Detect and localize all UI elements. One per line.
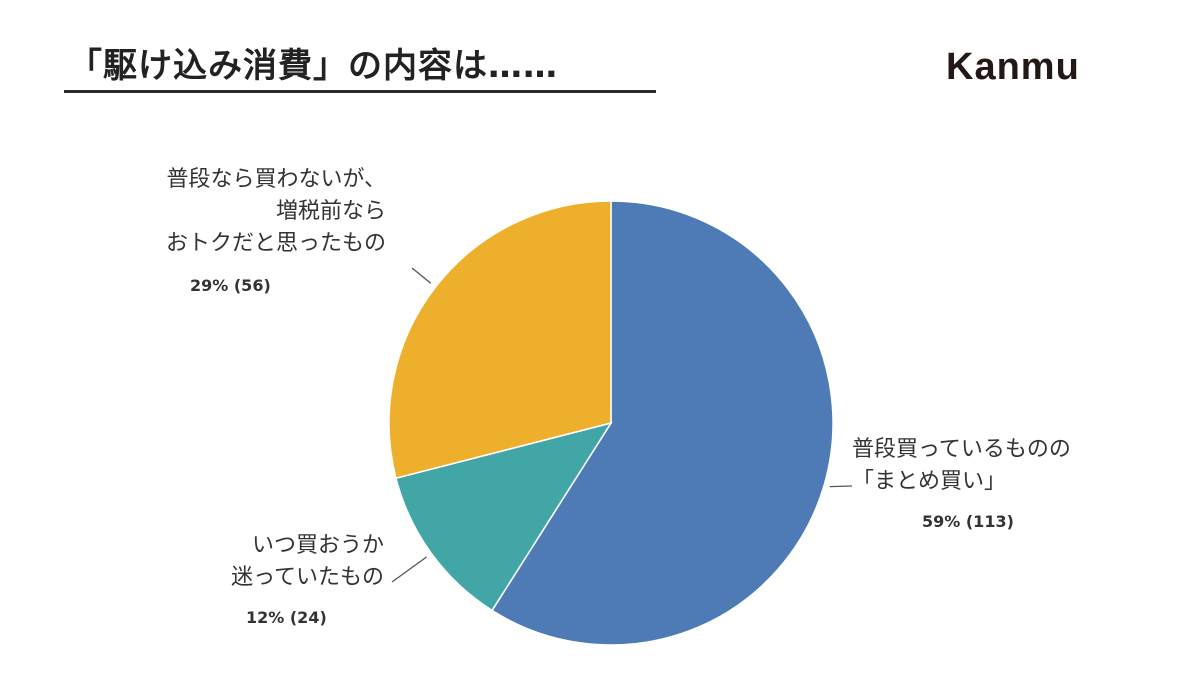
leader-lines xyxy=(391,267,853,583)
slice-label-pre-tax-deal: 普段なら買わないが、 増税前なら おトクだと思ったもの 29% (56) xyxy=(86,164,386,302)
leader-line-undecided xyxy=(391,556,427,583)
slice-value-label: 29% (56) xyxy=(190,276,271,295)
pie-slice-undecided xyxy=(395,421,613,612)
slice-label-line: おトクだと思ったもの xyxy=(165,231,386,256)
brand-logo: Kanmu xyxy=(946,46,1080,88)
leader-line-bulk-buying xyxy=(829,485,853,488)
pie-slice-bulk-buying xyxy=(491,200,834,646)
title-underline xyxy=(64,90,656,93)
leader-line-pre-tax-deal xyxy=(411,267,432,284)
slice-label-line: 「まとめ買い」 xyxy=(852,469,1007,494)
pie-slice-pre-tax-deal xyxy=(388,200,612,480)
page-title: 「駆け込み消費」の内容は…… xyxy=(68,46,558,86)
slice-label-line: いつ買おうか xyxy=(251,533,384,558)
slice-value-label: 12% (24) xyxy=(246,608,327,627)
slice-label-line: 増税前なら xyxy=(275,199,386,224)
slice-label-line: 普段なら買わないが、 xyxy=(166,167,386,192)
slice-label-line: 迷っていたもの xyxy=(231,565,384,590)
slice-value-label: 59% (113) xyxy=(922,512,1014,531)
slice-label-undecided: いつ買おうか 迷っていたもの 12% (24) xyxy=(160,530,384,634)
slice-label-line: 普段買っているものの xyxy=(852,437,1071,462)
slice-label-bulk-buying: 普段買っているものの 「まとめ買い」 59% (113) xyxy=(852,434,1071,538)
pie-slices xyxy=(388,200,834,646)
